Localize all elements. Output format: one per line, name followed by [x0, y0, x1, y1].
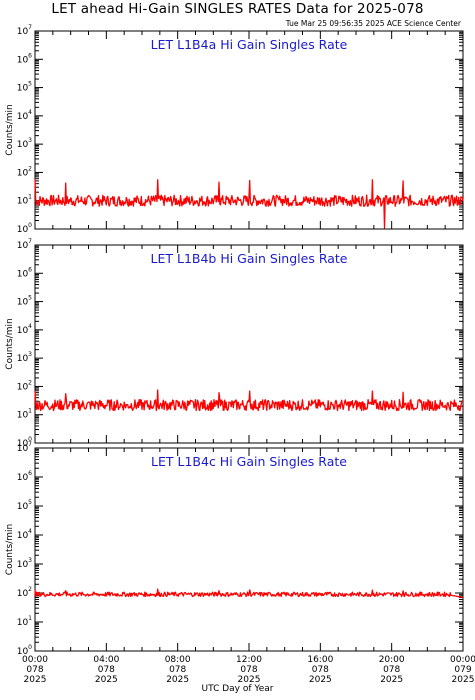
x-tick-label-time: 00:00	[450, 655, 475, 665]
y-tick-label: 100	[17, 644, 32, 657]
y-tick-label: 104	[17, 109, 32, 122]
y-tick-label: 103	[17, 557, 32, 570]
plot-frame	[34, 244, 464, 444]
x-tick-label-year: 2025	[95, 675, 118, 685]
y-tick-label: 102	[17, 586, 32, 599]
x-tick-label-doy: 078	[169, 665, 186, 675]
panel-title: LET L1B4c Hi Gain Singles Rate	[151, 454, 347, 469]
chart-panel-2: 100 101 102 103 104 105 106 107 Counts/min LET L1…	[5, 238, 464, 449]
y-tick-label: 105	[17, 499, 32, 512]
y-tick-label: 103	[17, 137, 32, 150]
y-tick-label: 104	[17, 323, 32, 336]
y-tick-label: 107	[17, 24, 32, 37]
x-tick-label-year: 2025	[166, 675, 189, 685]
x-tick-label-year: 2025	[24, 675, 47, 685]
y-tick-label: 105	[17, 295, 32, 308]
y-tick-label: 101	[17, 408, 32, 421]
y-tick-label: 103	[17, 351, 32, 364]
panel-title: LET L1B4b Hi Gain Singles Rate	[151, 251, 348, 266]
x-axis-label: UTC Day of Year	[201, 684, 274, 694]
x-tick-label-doy: 078	[312, 665, 329, 675]
y-tick-label: 104	[17, 528, 32, 541]
x-tick-label-time: 12:00	[236, 655, 262, 665]
y-tick-label: 100	[17, 436, 32, 449]
x-tick-label-year: 2025	[452, 675, 475, 685]
x-tick-label-time: 20:00	[379, 655, 405, 665]
y-tick-label: 101	[17, 615, 32, 628]
y-tick-label: 102	[17, 165, 32, 178]
y-tick-label: 102	[17, 379, 32, 392]
y-tick-label: 100	[17, 222, 32, 235]
chart-panel-3: 100 101 102 103 104 105 106 107 Counts/min LET L1…	[5, 441, 464, 657]
series-line	[34, 389, 464, 412]
y-tick-label: 106	[17, 266, 32, 279]
y-tick-label: 106	[17, 470, 32, 483]
x-tick-label-doy: 078	[98, 665, 115, 675]
y-tick-label: 107	[17, 441, 32, 454]
y-tick-label: 106	[17, 52, 32, 65]
x-tick-label-year: 2025	[309, 675, 332, 685]
y-axis-label: Counts/min	[5, 318, 15, 369]
x-tick-label-doy: 078	[240, 665, 257, 675]
y-tick-label: 105	[17, 81, 32, 94]
plot-frame	[34, 447, 464, 652]
series-line	[34, 588, 464, 599]
x-tick-label-doy: 078	[26, 665, 43, 675]
generation-timestamp: Tue Mar 25 09:56:35 2025 ACE Science Cen…	[285, 19, 461, 28]
y-axis-label: Counts/min	[5, 524, 15, 575]
y-tick-label: 107	[17, 238, 32, 251]
x-tick-label-time: 08:00	[165, 655, 191, 665]
panel-title: LET L1B4a Hi Gain Singles Rate	[151, 37, 348, 52]
y-tick-label: 101	[17, 194, 32, 207]
x-tick-label-time: 04:00	[93, 655, 119, 665]
x-tick-label-doy: 079	[454, 665, 471, 675]
x-tick-label-year: 2025	[238, 675, 261, 685]
y-axis-label: Counts/min	[5, 104, 15, 155]
x-tick-label-time: 00:00	[22, 655, 48, 665]
page-title: LET ahead Hi-Gain SINGLES RATES Data for…	[51, 1, 424, 17]
chart-panel-1: 100 101 102 103 104 105 106 107 Counts/min LET L1…	[5, 24, 464, 235]
x-tick-label-time: 16:00	[307, 655, 333, 665]
series-line	[34, 178, 464, 229]
x-tick-label-doy: 078	[383, 665, 400, 675]
x-tick-label-year: 2025	[380, 675, 403, 685]
